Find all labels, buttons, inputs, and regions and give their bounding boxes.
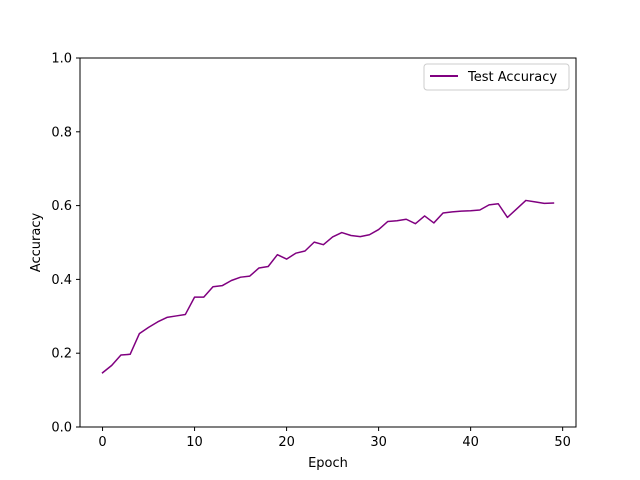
- x-tick-label: 40: [462, 435, 479, 450]
- legend: Test Accuracy: [423, 63, 570, 91]
- y-tick-label: 0.0: [51, 421, 72, 436]
- x-tick-label: 50: [554, 435, 571, 450]
- y-tick-label: 0.4: [51, 273, 72, 288]
- y-tick-label: 0.2: [51, 347, 72, 362]
- x-tick-label: 10: [186, 435, 203, 450]
- plot-frame: [79, 57, 577, 428]
- y-tick-label: 1.0: [51, 52, 72, 67]
- x-tick-label: 30: [370, 435, 387, 450]
- x-tick-label: 20: [278, 435, 295, 450]
- legend-box: [423, 63, 570, 91]
- y-tick-label: 0.6: [51, 199, 72, 214]
- y-axis-label: Accuracy: [29, 213, 44, 273]
- x-axis-label: Epoch: [308, 456, 348, 471]
- y-tick-label: 0.8: [51, 125, 72, 140]
- legend-label: Test Accuracy: [467, 70, 557, 85]
- x-tick-label: 0: [98, 435, 106, 450]
- series-line-test-accuracy: [101, 199, 555, 374]
